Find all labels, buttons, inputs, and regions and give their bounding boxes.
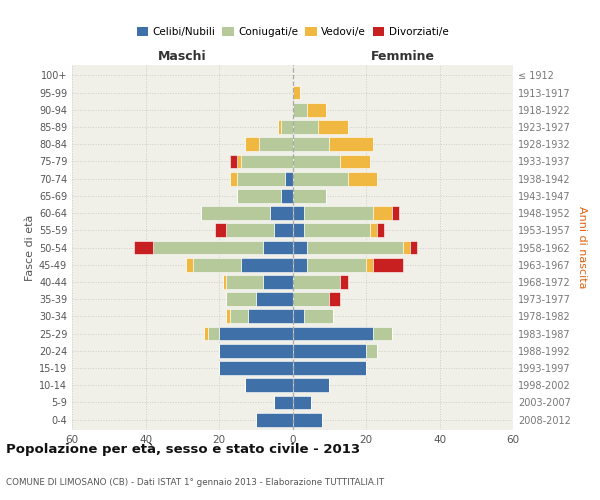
Bar [271, 206, 293, 220]
Bar [134, 240, 153, 254]
Bar [304, 206, 373, 220]
Bar [208, 326, 219, 340]
Text: Femmine: Femmine [371, 50, 435, 64]
Bar [248, 310, 293, 324]
Bar [293, 275, 340, 289]
Bar [410, 240, 418, 254]
Bar [230, 154, 238, 168]
Bar [285, 172, 293, 185]
Bar [219, 326, 293, 340]
Bar [263, 275, 293, 289]
Bar [392, 206, 399, 220]
Bar [293, 172, 347, 185]
Bar [293, 310, 304, 324]
Bar [366, 344, 377, 358]
Bar [281, 120, 293, 134]
Bar [293, 413, 322, 426]
Bar [293, 258, 307, 272]
Bar [241, 154, 293, 168]
Bar [230, 310, 248, 324]
Bar [318, 120, 347, 134]
Bar [329, 292, 340, 306]
Bar [274, 224, 293, 237]
Bar [340, 275, 347, 289]
Bar [403, 240, 410, 254]
Y-axis label: Fasce di età: Fasce di età [25, 214, 35, 280]
Bar [366, 258, 373, 272]
Bar [186, 258, 193, 272]
Bar [219, 361, 293, 375]
Bar [200, 206, 271, 220]
Bar [370, 224, 377, 237]
Bar [293, 189, 326, 202]
Y-axis label: Anni di nascita: Anni di nascita [577, 206, 587, 289]
Bar [293, 344, 366, 358]
Bar [304, 224, 370, 237]
Bar [373, 258, 403, 272]
Bar [293, 138, 329, 151]
Bar [281, 189, 293, 202]
Bar [293, 361, 366, 375]
Bar [238, 154, 241, 168]
Text: COMUNE DI LIMOSANO (CB) - Dati ISTAT 1° gennaio 2013 - Elaborazione TUTTITALIA.I: COMUNE DI LIMOSANO (CB) - Dati ISTAT 1° … [6, 478, 384, 487]
Bar [373, 326, 392, 340]
Bar [256, 292, 293, 306]
Bar [274, 396, 293, 409]
Bar [238, 189, 281, 202]
Bar [259, 138, 293, 151]
Bar [256, 413, 293, 426]
Bar [329, 138, 373, 151]
Bar [230, 172, 238, 185]
Bar [293, 224, 304, 237]
Text: Maschi: Maschi [158, 50, 206, 64]
Bar [245, 138, 259, 151]
Bar [293, 103, 307, 117]
Bar [219, 344, 293, 358]
Bar [307, 103, 326, 117]
Bar [293, 206, 304, 220]
Bar [293, 292, 329, 306]
Bar [245, 378, 293, 392]
Bar [293, 240, 307, 254]
Bar [193, 258, 241, 272]
Bar [307, 258, 366, 272]
Bar [278, 120, 281, 134]
Bar [153, 240, 263, 254]
Bar [293, 326, 373, 340]
Bar [293, 396, 311, 409]
Bar [293, 120, 318, 134]
Bar [373, 206, 392, 220]
Text: Popolazione per età, sesso e stato civile - 2013: Popolazione per età, sesso e stato civil… [6, 442, 360, 456]
Bar [215, 224, 226, 237]
Bar [241, 258, 293, 272]
Bar [226, 224, 274, 237]
Bar [226, 275, 263, 289]
Bar [304, 310, 333, 324]
Bar [293, 378, 329, 392]
Bar [293, 86, 300, 100]
Bar [226, 292, 256, 306]
Legend: Celibi/Nubili, Coniugati/e, Vedovi/e, Divorziati/e: Celibi/Nubili, Coniugati/e, Vedovi/e, Di… [133, 23, 452, 41]
Bar [347, 172, 377, 185]
Bar [293, 154, 340, 168]
Bar [377, 224, 385, 237]
Bar [226, 310, 230, 324]
Bar [223, 275, 226, 289]
Bar [307, 240, 403, 254]
Bar [204, 326, 208, 340]
Bar [263, 240, 293, 254]
Bar [340, 154, 370, 168]
Bar [238, 172, 285, 185]
